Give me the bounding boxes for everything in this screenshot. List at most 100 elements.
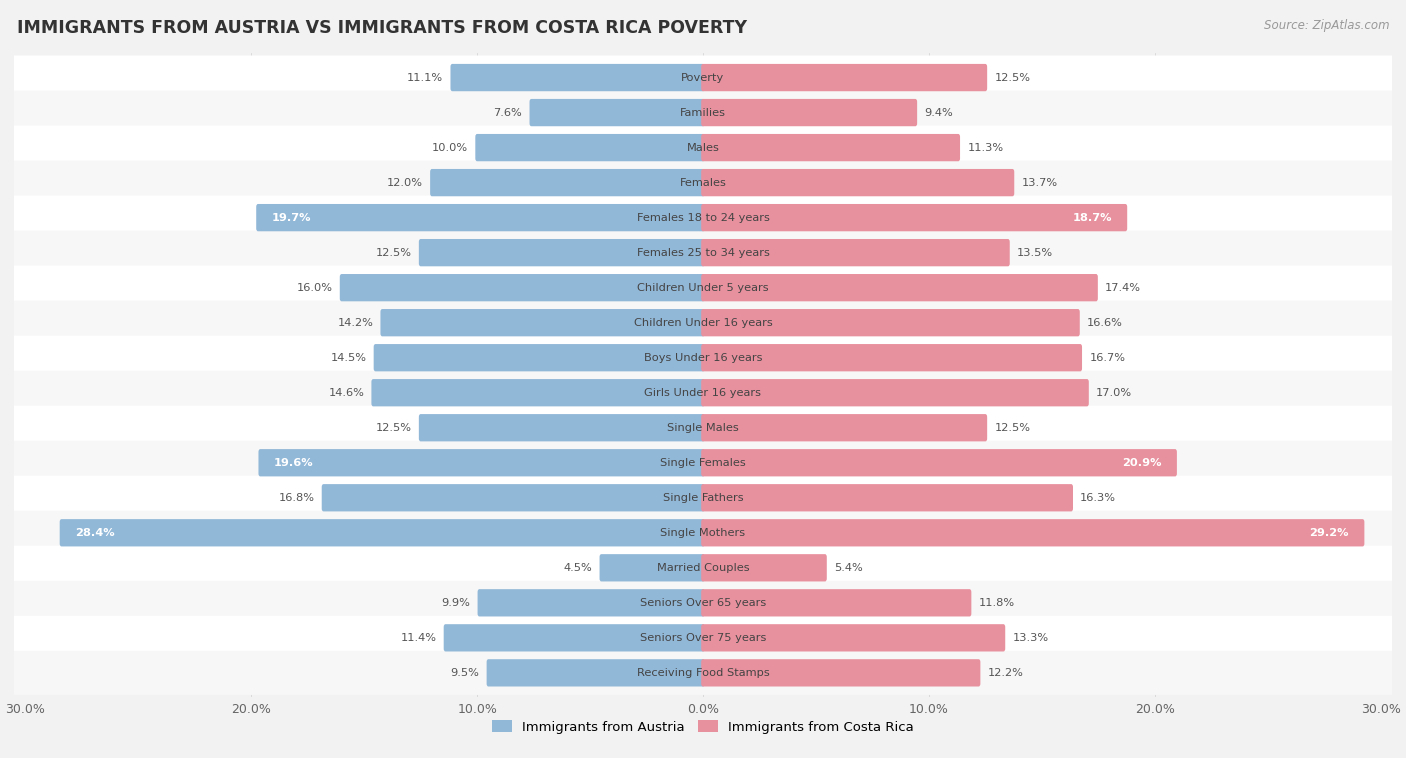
FancyBboxPatch shape	[11, 476, 1395, 520]
Text: 17.4%: 17.4%	[1105, 283, 1142, 293]
Text: 16.3%: 16.3%	[1080, 493, 1116, 503]
Text: 12.5%: 12.5%	[994, 73, 1031, 83]
FancyBboxPatch shape	[475, 134, 704, 161]
Text: 28.4%: 28.4%	[75, 528, 115, 537]
FancyBboxPatch shape	[11, 371, 1395, 415]
FancyBboxPatch shape	[256, 204, 704, 231]
Text: 11.4%: 11.4%	[401, 633, 436, 643]
Text: Source: ZipAtlas.com: Source: ZipAtlas.com	[1264, 19, 1389, 32]
FancyBboxPatch shape	[381, 309, 704, 337]
FancyBboxPatch shape	[702, 484, 1073, 512]
Text: Families: Families	[681, 108, 725, 117]
FancyBboxPatch shape	[11, 406, 1395, 449]
Text: Females 25 to 34 years: Females 25 to 34 years	[637, 248, 769, 258]
FancyBboxPatch shape	[59, 519, 704, 547]
FancyBboxPatch shape	[11, 511, 1395, 555]
FancyBboxPatch shape	[702, 204, 1128, 231]
Text: 13.7%: 13.7%	[1022, 177, 1057, 188]
Text: Girls Under 16 years: Girls Under 16 years	[644, 388, 762, 398]
FancyBboxPatch shape	[702, 99, 917, 127]
FancyBboxPatch shape	[259, 449, 704, 477]
Text: 14.2%: 14.2%	[337, 318, 373, 327]
FancyBboxPatch shape	[419, 239, 704, 266]
FancyBboxPatch shape	[530, 99, 704, 127]
Text: Males: Males	[686, 143, 720, 152]
Text: 11.8%: 11.8%	[979, 598, 1015, 608]
Text: Seniors Over 75 years: Seniors Over 75 years	[640, 633, 766, 643]
Text: 19.7%: 19.7%	[271, 213, 311, 223]
FancyBboxPatch shape	[11, 440, 1395, 485]
Text: 16.7%: 16.7%	[1090, 352, 1125, 362]
Text: 12.2%: 12.2%	[987, 668, 1024, 678]
FancyBboxPatch shape	[11, 546, 1395, 590]
Text: 11.1%: 11.1%	[408, 73, 443, 83]
Text: Single Females: Single Females	[661, 458, 745, 468]
Text: 13.5%: 13.5%	[1017, 248, 1053, 258]
FancyBboxPatch shape	[11, 161, 1395, 205]
Text: Boys Under 16 years: Boys Under 16 years	[644, 352, 762, 362]
FancyBboxPatch shape	[702, 554, 827, 581]
Text: 7.6%: 7.6%	[494, 108, 522, 117]
Text: 12.5%: 12.5%	[375, 248, 412, 258]
Text: Single Fathers: Single Fathers	[662, 493, 744, 503]
Text: Single Males: Single Males	[666, 423, 740, 433]
Text: 20.9%: 20.9%	[1122, 458, 1161, 468]
Text: Receiving Food Stamps: Receiving Food Stamps	[637, 668, 769, 678]
Text: IMMIGRANTS FROM AUSTRIA VS IMMIGRANTS FROM COSTA RICA POVERTY: IMMIGRANTS FROM AUSTRIA VS IMMIGRANTS FR…	[17, 19, 747, 37]
FancyBboxPatch shape	[702, 659, 980, 687]
FancyBboxPatch shape	[702, 379, 1088, 406]
FancyBboxPatch shape	[11, 126, 1395, 170]
FancyBboxPatch shape	[702, 309, 1080, 337]
FancyBboxPatch shape	[11, 581, 1395, 625]
FancyBboxPatch shape	[11, 196, 1395, 240]
Text: 12.5%: 12.5%	[375, 423, 412, 433]
Text: 14.6%: 14.6%	[329, 388, 364, 398]
FancyBboxPatch shape	[599, 554, 704, 581]
FancyBboxPatch shape	[419, 414, 704, 441]
FancyBboxPatch shape	[322, 484, 704, 512]
Text: 16.8%: 16.8%	[278, 493, 315, 503]
FancyBboxPatch shape	[11, 230, 1395, 274]
FancyBboxPatch shape	[702, 589, 972, 616]
FancyBboxPatch shape	[702, 169, 1014, 196]
Text: 14.5%: 14.5%	[330, 352, 367, 362]
FancyBboxPatch shape	[11, 301, 1395, 345]
Text: 17.0%: 17.0%	[1097, 388, 1132, 398]
FancyBboxPatch shape	[11, 265, 1395, 310]
FancyBboxPatch shape	[11, 55, 1395, 99]
FancyBboxPatch shape	[702, 239, 1010, 266]
FancyBboxPatch shape	[11, 651, 1395, 695]
FancyBboxPatch shape	[371, 379, 704, 406]
Text: 12.0%: 12.0%	[387, 177, 423, 188]
Text: Seniors Over 65 years: Seniors Over 65 years	[640, 598, 766, 608]
FancyBboxPatch shape	[702, 134, 960, 161]
FancyBboxPatch shape	[374, 344, 704, 371]
FancyBboxPatch shape	[702, 449, 1177, 477]
FancyBboxPatch shape	[444, 624, 704, 651]
FancyBboxPatch shape	[702, 624, 1005, 651]
FancyBboxPatch shape	[340, 274, 704, 302]
FancyBboxPatch shape	[702, 344, 1083, 371]
Text: Females 18 to 24 years: Females 18 to 24 years	[637, 213, 769, 223]
FancyBboxPatch shape	[478, 589, 704, 616]
Text: 5.4%: 5.4%	[834, 562, 863, 573]
Text: Poverty: Poverty	[682, 73, 724, 83]
Text: 9.9%: 9.9%	[441, 598, 471, 608]
FancyBboxPatch shape	[11, 90, 1395, 135]
FancyBboxPatch shape	[702, 519, 1364, 547]
Legend: Immigrants from Austria, Immigrants from Costa Rica: Immigrants from Austria, Immigrants from…	[486, 715, 920, 739]
Text: 12.5%: 12.5%	[994, 423, 1031, 433]
Text: 29.2%: 29.2%	[1309, 528, 1348, 537]
FancyBboxPatch shape	[11, 615, 1395, 660]
Text: 4.5%: 4.5%	[564, 562, 592, 573]
Text: Females: Females	[679, 177, 727, 188]
Text: 16.6%: 16.6%	[1087, 318, 1123, 327]
FancyBboxPatch shape	[702, 414, 987, 441]
Text: 11.3%: 11.3%	[967, 143, 1004, 152]
FancyBboxPatch shape	[486, 659, 704, 687]
Text: Single Mothers: Single Mothers	[661, 528, 745, 537]
FancyBboxPatch shape	[702, 64, 987, 91]
Text: 19.6%: 19.6%	[274, 458, 314, 468]
Text: 9.5%: 9.5%	[450, 668, 479, 678]
FancyBboxPatch shape	[702, 274, 1098, 302]
